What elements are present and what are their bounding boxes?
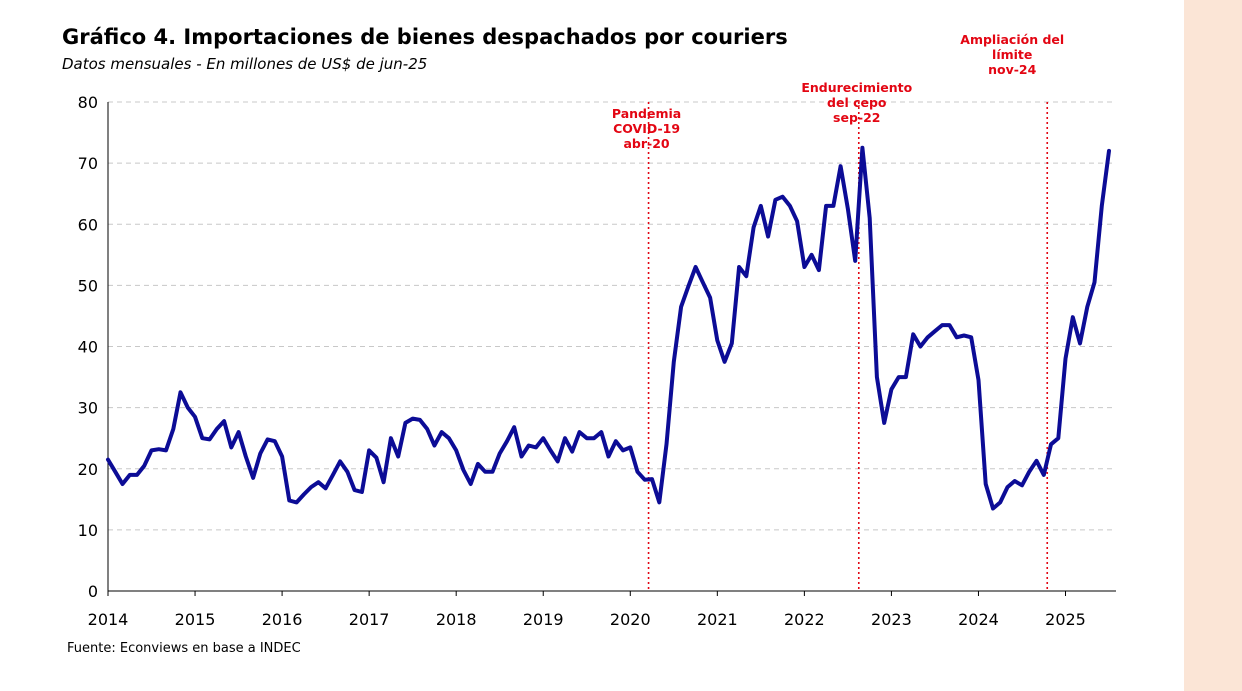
y-tick-label: 80: [78, 93, 98, 112]
x-tick-label: 2014: [88, 610, 129, 629]
x-tick-label: 2016: [262, 610, 303, 629]
x-tick-label: 2022: [784, 610, 825, 629]
x-tick-label: 2017: [349, 610, 390, 629]
x-tick-label: 2019: [523, 610, 564, 629]
x-tick-label: 2025: [1045, 610, 1086, 629]
x-tick-label: 2018: [436, 610, 477, 629]
event-label: Endurecimiento del cepo sep-22: [801, 80, 912, 125]
event-label: Ampliación del límite nov-24: [960, 32, 1064, 77]
y-tick-label: 20: [78, 460, 98, 479]
x-tick-label: 2015: [175, 610, 216, 629]
y-tick-label: 50: [78, 276, 98, 295]
chart-title: Gráfico 4. Importaciones de bienes despa…: [62, 25, 788, 49]
x-tick-label: 2023: [871, 610, 912, 629]
x-tick-label: 2024: [958, 610, 999, 629]
event-label: Pandemia COVID-19 abr-20: [612, 106, 681, 151]
y-tick-label: 70: [78, 154, 98, 173]
y-tick-label: 40: [78, 338, 98, 357]
y-tick-label: 0: [88, 582, 98, 601]
y-tick-label: 60: [78, 215, 98, 234]
series-line: [106, 145, 1111, 511]
y-tick-label: 30: [78, 399, 98, 418]
side-panel: [1184, 0, 1242, 691]
source-note: Fuente: Econviews en base a INDEC: [67, 641, 301, 656]
chart-subtitle: Datos mensuales - En millones de US$ de …: [62, 55, 428, 73]
x-tick-label: 2021: [697, 610, 738, 629]
y-tick-label: 10: [78, 521, 98, 540]
x-tick-label: 2020: [610, 610, 651, 629]
